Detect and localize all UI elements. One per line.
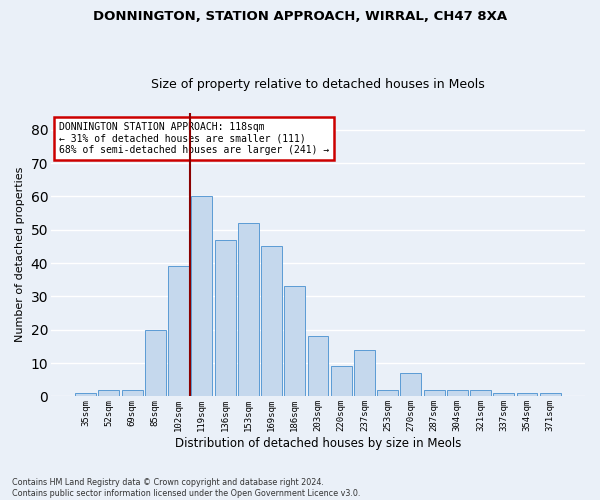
Bar	[215, 240, 236, 396]
Bar	[145, 330, 166, 396]
Bar	[75, 393, 96, 396]
Bar	[284, 286, 305, 397]
Bar	[517, 393, 538, 396]
X-axis label: Distribution of detached houses by size in Meols: Distribution of detached houses by size …	[175, 437, 461, 450]
Bar	[354, 350, 375, 397]
Bar	[238, 223, 259, 396]
Text: Contains HM Land Registry data © Crown copyright and database right 2024.
Contai: Contains HM Land Registry data © Crown c…	[12, 478, 361, 498]
Bar	[400, 373, 421, 396]
Bar	[447, 390, 468, 396]
Bar	[168, 266, 189, 396]
Bar	[191, 196, 212, 396]
Text: DONNINGTON STATION APPROACH: 118sqm
← 31% of detached houses are smaller (111)
6: DONNINGTON STATION APPROACH: 118sqm ← 31…	[59, 122, 329, 154]
Bar	[261, 246, 282, 396]
Bar	[470, 390, 491, 396]
Bar	[331, 366, 352, 396]
Title: Size of property relative to detached houses in Meols: Size of property relative to detached ho…	[151, 78, 485, 91]
Bar	[377, 390, 398, 396]
Y-axis label: Number of detached properties: Number of detached properties	[15, 167, 25, 342]
Bar	[540, 393, 561, 396]
Bar	[308, 336, 328, 396]
Bar	[98, 390, 119, 396]
Bar	[424, 390, 445, 396]
Bar	[122, 390, 143, 396]
Text: DONNINGTON, STATION APPROACH, WIRRAL, CH47 8XA: DONNINGTON, STATION APPROACH, WIRRAL, CH…	[93, 10, 507, 23]
Bar	[493, 393, 514, 396]
